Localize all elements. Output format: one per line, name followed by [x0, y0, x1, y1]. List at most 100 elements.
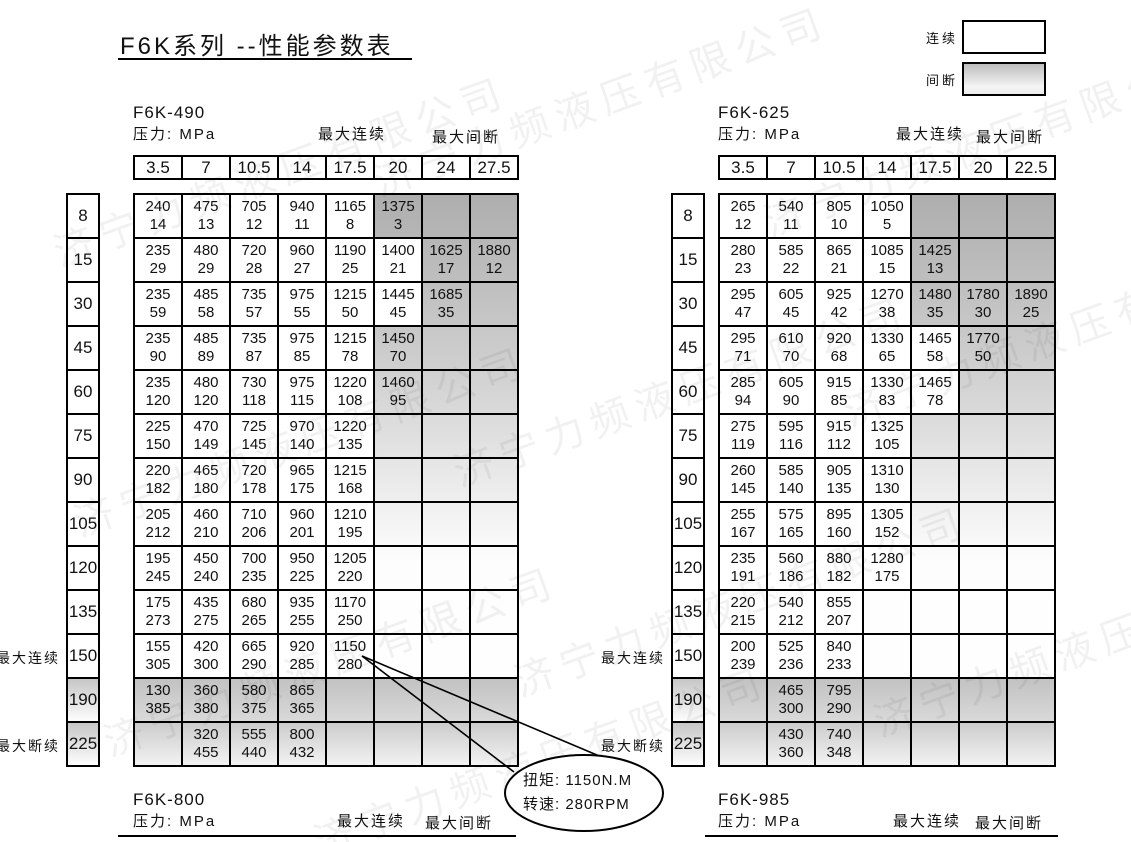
torque-value: 320: [193, 726, 219, 743]
speed-value: 265: [241, 612, 267, 629]
table-row: 465 300 795 290: [720, 679, 1056, 723]
value-cell: 280 23: [720, 239, 768, 283]
value-cell: 1165 8: [327, 195, 375, 239]
empty-cell: [960, 591, 1008, 635]
speed-value: 186: [778, 568, 804, 585]
torque-value: 1880: [477, 242, 511, 259]
speed-value: 71: [734, 348, 752, 365]
speed-value: 108: [337, 392, 363, 409]
footer-max-continuous-label: 最大连续: [893, 813, 962, 830]
speed-label: 120: [66, 545, 100, 591]
value-cell: 275 119: [720, 415, 768, 459]
callout-speed: 转速: 280RPM: [523, 796, 630, 813]
speed-value: 180: [193, 480, 219, 497]
speed-value: 275: [193, 612, 219, 629]
speed-value: 140: [778, 480, 804, 497]
torque-value: 235: [145, 374, 171, 391]
value-cell: 235 120: [135, 371, 183, 415]
speed-label: 60: [671, 369, 705, 415]
speed-value: 195: [337, 524, 363, 541]
table-row: 235 59 485 58 735 57 975 55 1215 50 1445 45 1685 35: [135, 283, 519, 327]
empty-cell: [960, 679, 1008, 723]
pressure-header-cell: 17.5: [325, 155, 375, 180]
footer-pressure-unit-label: 压力: MPa: [133, 813, 217, 830]
torque-value: 235: [145, 286, 171, 303]
speed-value: 273: [145, 612, 171, 629]
value-cell: 485 58: [183, 283, 231, 327]
speed-value: 29: [149, 260, 167, 277]
table-row: 275 119 595 116 915 112 1325 105: [720, 415, 1056, 459]
empty-cell: [423, 591, 471, 635]
torque-value: 205: [145, 506, 171, 523]
value-cell: 260 145: [720, 459, 768, 503]
torque-value: 1085: [870, 242, 904, 259]
torque-value: 1465: [918, 374, 952, 391]
speed-label: 225: [66, 721, 100, 767]
value-cell: 1220 108: [327, 371, 375, 415]
pressure-header-cell: 17.5: [910, 155, 960, 180]
torque-value: 220: [730, 594, 756, 611]
empty-cell: [960, 195, 1008, 239]
value-cell: 665 290: [231, 635, 279, 679]
speed-label-column: 8 15 30 45 60 75 90 105 120 135 150 190 225: [66, 193, 100, 767]
pressure-header-row: 3.5 7 10.5 14 17.5 20 22.5: [718, 155, 1056, 180]
pressure-header-cell: 14: [862, 155, 912, 180]
value-cell: 575 165: [768, 503, 816, 547]
value-cell: 800 432: [279, 723, 327, 767]
empty-cell: [375, 459, 423, 503]
pressure-header-cell: 3.5: [133, 155, 183, 180]
torque-value: 895: [826, 506, 852, 523]
torque-value: 1305: [870, 506, 904, 523]
value-cell: 580 375: [231, 679, 279, 723]
empty-cell: [864, 679, 912, 723]
value-cell: 1215 50: [327, 283, 375, 327]
speed-value: 68: [830, 348, 848, 365]
footer-pressure-unit-label: 压力: MPa: [718, 813, 802, 830]
speed-value: 175: [289, 480, 315, 497]
footer-table-name: F6K-985: [718, 790, 791, 809]
legend-intermittent-label: 间断: [926, 73, 959, 88]
torque-value: 465: [193, 462, 219, 479]
table-row: 285 94 605 90 915 85 1330 83 1465 78: [720, 371, 1056, 415]
empty-cell: [471, 459, 519, 503]
empty-cell: [423, 547, 471, 591]
speed-value: 23: [734, 260, 752, 277]
torque-value: 1480: [918, 286, 952, 303]
speed-value: 59: [149, 304, 167, 321]
value-cell: 855 207: [816, 591, 864, 635]
value-cell: 265 12: [720, 195, 768, 239]
torque-value: 725: [241, 418, 267, 435]
empty-cell: [471, 327, 519, 371]
speed-value: 240: [193, 568, 219, 585]
value-cell: 1215 168: [327, 459, 375, 503]
speed-value: 78: [341, 348, 359, 365]
empty-cell: [375, 503, 423, 547]
torque-value: 1190: [333, 242, 367, 259]
value-cell: 1150 280: [327, 635, 375, 679]
speed-value: 175: [874, 568, 900, 585]
torque-value: 235: [730, 550, 756, 567]
torque-value: 935: [289, 594, 315, 611]
empty-cell: [423, 723, 471, 767]
value-cell: 960 27: [279, 239, 327, 283]
torque-value: 1685: [429, 286, 463, 303]
empty-cell: [720, 723, 768, 767]
torque-value: 1165: [333, 198, 367, 215]
table-row: 200 239 525 236 840 233: [720, 635, 1056, 679]
torque-value: 595: [778, 418, 804, 435]
table-row: 225 150 470 149 725 145 970 140 1220 135: [135, 415, 519, 459]
torque-value: 1050: [870, 198, 904, 215]
speed-value: 215: [730, 612, 756, 629]
empty-cell: [1008, 679, 1056, 723]
empty-cell: [1008, 723, 1056, 767]
speed-value: 14: [149, 216, 167, 233]
torque-value: 920: [826, 330, 852, 347]
torque-value: 1205: [333, 550, 367, 567]
pressure-header-cell: 20: [373, 155, 423, 180]
speed-value: 38: [878, 304, 896, 321]
value-cell: 485 89: [183, 327, 231, 371]
speed-value: 236: [778, 656, 804, 673]
value-cell: 555 440: [231, 723, 279, 767]
empty-cell: [423, 195, 471, 239]
table-row: 260 145 585 140 905 135 1310 130: [720, 459, 1056, 503]
